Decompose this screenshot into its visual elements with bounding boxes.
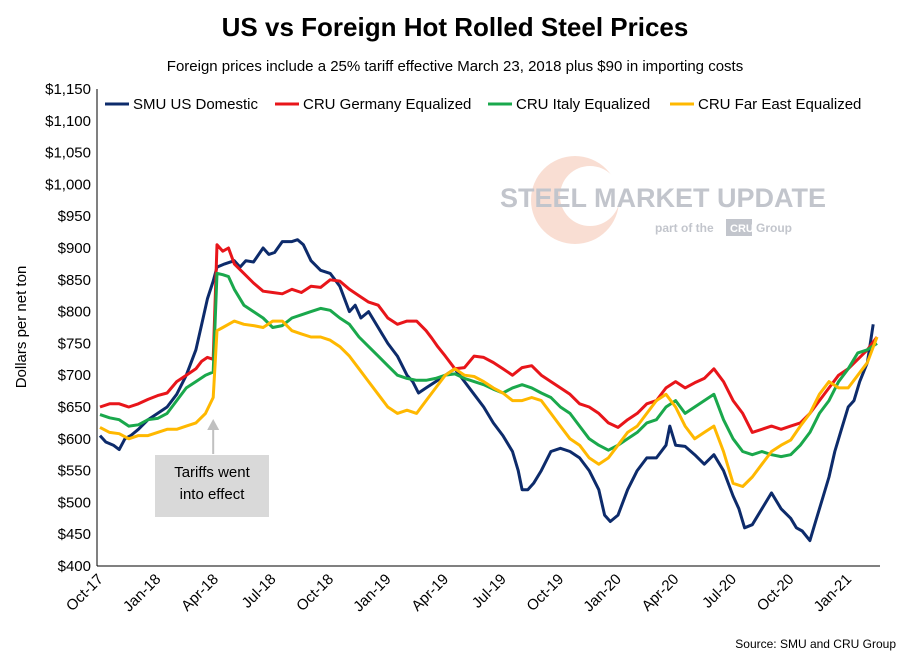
series-line (99, 319, 879, 488)
series-line (99, 271, 878, 459)
y-tick-labels: $400 $450 $500 $550 $600 $650 $700 $750 $800 $850… (45, 81, 91, 575)
series-line (98, 238, 875, 543)
annotation-arrowhead-icon (207, 419, 220, 430)
legend-label: CRU Far East Equalized (698, 96, 861, 113)
series-lines (98, 238, 879, 543)
x-tick-label: Jul-20 (699, 571, 740, 612)
x-tick-label: Jan-21 (811, 571, 855, 615)
annotation-text: Tariffs went (174, 464, 250, 481)
watermark-circle-icon (531, 156, 619, 244)
legend-label: CRU Germany Equalized (303, 96, 471, 113)
x-tick-label: Oct-17 (63, 571, 107, 615)
x-tick-label: Jul-19 (469, 571, 510, 612)
x-tick-label: Jan-19 (350, 571, 394, 615)
watermark-text: STEEL MARKET UPDATE (500, 183, 826, 213)
y-tick-label: $1,100 (45, 113, 91, 130)
watermark-box (726, 219, 752, 236)
y-tick-label: $1,150 (45, 81, 91, 98)
y-axis-label: Dollars per net ton (13, 266, 30, 389)
x-tick-label: Apr-18 (178, 571, 222, 615)
y-tick-label: $800 (58, 304, 91, 321)
y-tick-label: $650 (58, 399, 91, 416)
annotation-text: into effect (180, 486, 246, 503)
y-tick-label: $550 (58, 463, 91, 480)
x-tick-labels: Oct-17 Jan-18 Apr-18 Jul-18 Oct-18 Jan-19 Apr-… (63, 571, 855, 615)
legend: SMU US Domestic CRU Germany Equalized CRU … (105, 96, 861, 113)
y-tick-label: $950 (58, 208, 91, 225)
y-tick-label: $700 (58, 367, 91, 384)
source-note: Source: SMU and CRU Group (735, 637, 896, 651)
x-tick-label: Jul-18 (239, 571, 280, 612)
series-line (99, 243, 879, 434)
watermark-inner-circle-icon (560, 166, 620, 226)
chart-subtitle: Foreign prices include a 25% tariff effe… (166, 58, 744, 75)
y-tick-label: $400 (58, 558, 91, 575)
y-tick-label: $1,050 (45, 145, 91, 162)
y-tick-label: $500 (58, 494, 91, 511)
y-tick-label: $900 (58, 240, 91, 257)
watermark-box-text: CRU (730, 223, 754, 235)
x-tick-label: Apr-20 (639, 571, 683, 615)
watermark-subtext: part of the (655, 221, 714, 235)
chart-title: US vs Foreign Hot Rolled Steel Prices (221, 12, 689, 42)
annotation-box (155, 455, 269, 517)
legend-label: SMU US Domestic (133, 96, 259, 113)
watermark-logo: STEEL MARKET UPDATE part of the CRU Grou… (500, 156, 826, 244)
x-tick-label: Oct-18 (293, 571, 337, 615)
x-tick-label: Apr-19 (408, 571, 452, 615)
legend-label: CRU Italy Equalized (516, 96, 650, 113)
annotation: Tariffs went into effect (155, 419, 269, 517)
x-tick-label: Jan-20 (580, 571, 624, 615)
y-tick-label: $750 (58, 335, 91, 352)
x-tick-label: Oct-19 (523, 571, 567, 615)
y-tick-label: $850 (58, 272, 91, 289)
x-tick-label: Oct-20 (754, 571, 798, 615)
y-tick-label: $600 (58, 431, 91, 448)
y-tick-label: $1,000 (45, 176, 91, 193)
y-tick-label: $450 (58, 526, 91, 543)
x-tick-label: Jan-18 (120, 571, 164, 615)
watermark-group-text: Group (756, 221, 792, 235)
